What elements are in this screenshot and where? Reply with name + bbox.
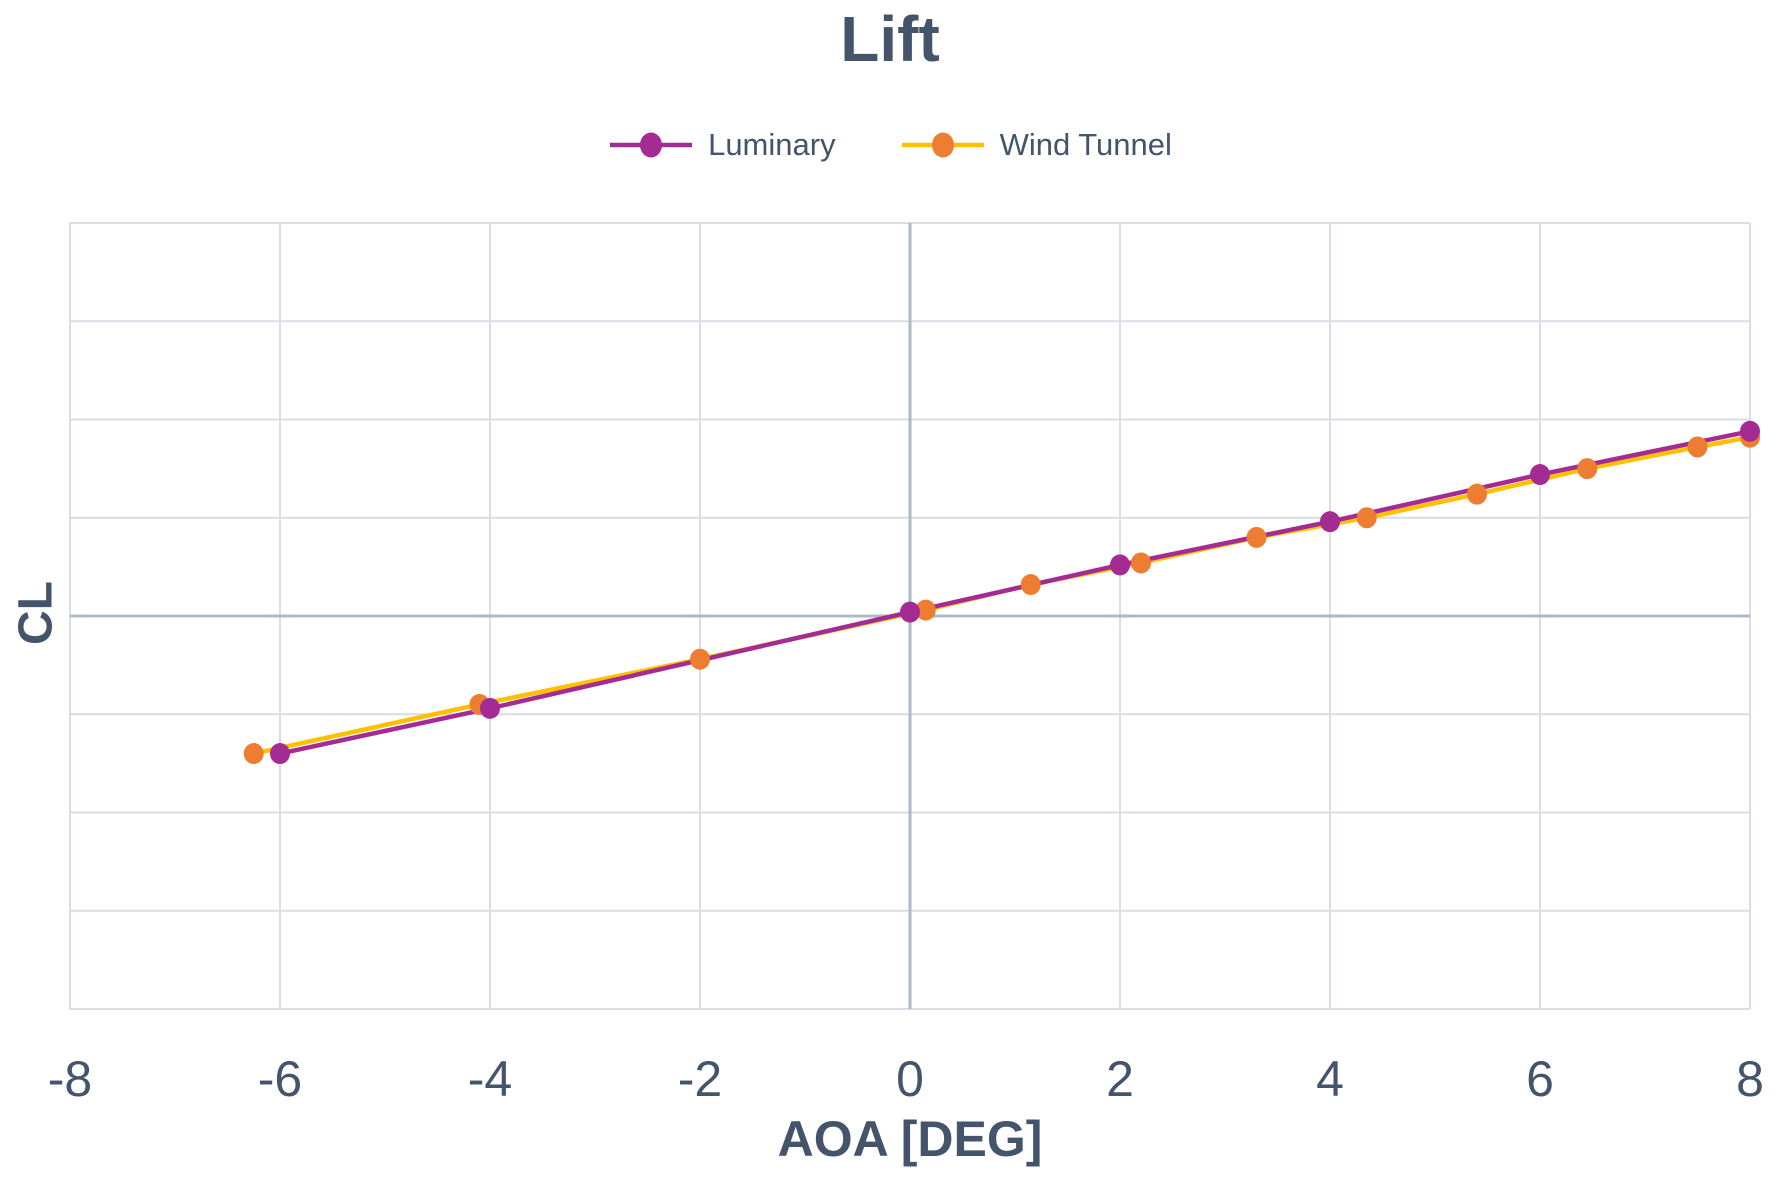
luminary-line: [277, 429, 1753, 756]
wind-tunnel-marker: [1131, 552, 1151, 574]
luminary-marker: [1530, 464, 1550, 486]
wind-tunnel-marker: [1577, 458, 1598, 480]
luminary-marker: [1110, 554, 1130, 576]
wind-tunnel-marker: [1467, 483, 1487, 505]
luminary-marker: [1320, 511, 1340, 533]
wind-tunnel-marker: [1246, 526, 1267, 548]
legend-label-luminary: Luminary: [708, 127, 836, 162]
wind-tunnel-marker: [1020, 574, 1041, 596]
wind-tunnel-marker: [690, 648, 710, 670]
legend: Luminary Wind Tunnel: [0, 118, 1780, 172]
luminary-markers: [270, 420, 1760, 765]
wind-tunnel-marker: [915, 599, 936, 621]
wind-tunnel-marker: [243, 743, 264, 765]
wind-tunnel-markers: [243, 426, 1760, 765]
luminary-marker: [480, 697, 500, 719]
wind-tunnel-marker: [1687, 436, 1708, 458]
luminary-marker: [1740, 420, 1760, 442]
legend-label-wind-tunnel: Wind Tunnel: [999, 127, 1172, 162]
legend-item-wind-tunnel: Wind Tunnel: [900, 127, 1172, 163]
chart-title: Lift: [840, 3, 940, 75]
wind-tunnel-legend-marker-icon: [901, 132, 984, 158]
luminary-marker: [900, 601, 920, 623]
x-axis-title: AOA [DEG]: [777, 1111, 1043, 1167]
y-axis-title: CL: [9, 581, 63, 645]
luminary-marker: [270, 743, 290, 765]
wind-tunnel-marker: [1356, 507, 1377, 529]
legend-item-luminary: Luminary: [608, 127, 836, 163]
luminary-legend-marker-icon: [610, 132, 693, 158]
